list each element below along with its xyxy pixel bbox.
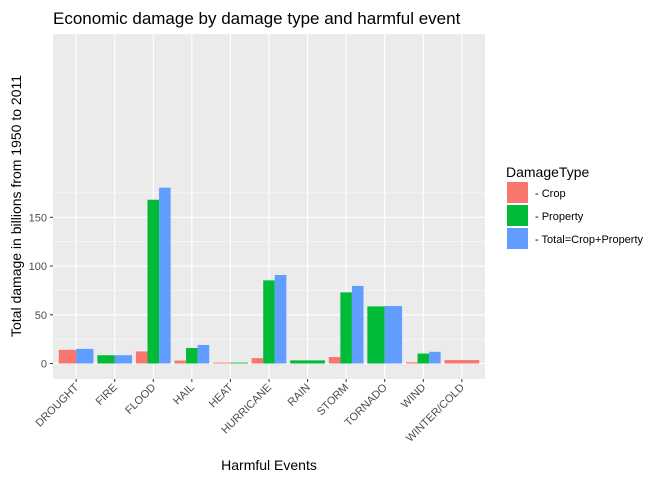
- bar: [429, 351, 441, 364]
- bar: [384, 305, 403, 364]
- x-tick-label: RAIN: [286, 382, 313, 409]
- y-axis-title: Total damage in billions from 1950 to 20…: [8, 75, 24, 337]
- bar: [135, 351, 148, 364]
- bar: [186, 348, 198, 364]
- bar: [230, 362, 248, 364]
- x-tick-label: FIRE: [94, 382, 120, 408]
- bar: [405, 362, 418, 364]
- bar: [367, 306, 385, 364]
- y-tick-label: 50: [35, 310, 47, 322]
- legend-label: - Total=Crop+Property: [535, 234, 644, 246]
- bar: [147, 199, 160, 364]
- bars: [58, 187, 480, 364]
- bar: [444, 360, 480, 364]
- bar: [290, 360, 325, 364]
- x-tick-label: DROUGHT: [33, 381, 81, 429]
- x-tick-label: STORM: [315, 382, 351, 418]
- legend-title: DamageType: [506, 164, 589, 180]
- bar: [114, 355, 133, 364]
- bar: [251, 358, 264, 364]
- bar: [97, 355, 115, 364]
- bar: [263, 280, 275, 364]
- x-tick-label: HEAT: [207, 381, 236, 410]
- bar: [197, 344, 210, 364]
- bar: [328, 357, 341, 364]
- bar: [274, 275, 287, 364]
- legend-key: [507, 205, 528, 226]
- legend-key: [507, 228, 528, 249]
- bar: [58, 349, 77, 364]
- bar: [76, 348, 94, 364]
- y-tick-label: 100: [29, 261, 47, 273]
- bar: [340, 292, 352, 364]
- chart-title: Economic damage by damage type and harmf…: [53, 9, 461, 28]
- legend-label: - Crop: [535, 188, 566, 200]
- legend-key: [507, 182, 528, 203]
- x-tick-label: FLOOD: [123, 382, 158, 417]
- bar: [351, 285, 364, 364]
- legend-label: - Property: [535, 211, 584, 223]
- legend: DamageType - Crop - Property - Total=Crop+…: [506, 164, 644, 249]
- y-tick-label: 0: [41, 359, 47, 371]
- y-axis: 0 50 100 150: [29, 212, 53, 371]
- y-tick-label: 150: [29, 212, 47, 224]
- x-tick-label: WIND: [399, 382, 428, 411]
- x-tick-label: TORNADO: [343, 381, 391, 429]
- x-axis-title: Harmful Events: [221, 457, 317, 473]
- bar: [159, 187, 171, 364]
- bar: [174, 360, 187, 364]
- bar: [213, 362, 231, 364]
- x-tick-label: HAIL: [171, 382, 197, 408]
- bar: [417, 353, 430, 364]
